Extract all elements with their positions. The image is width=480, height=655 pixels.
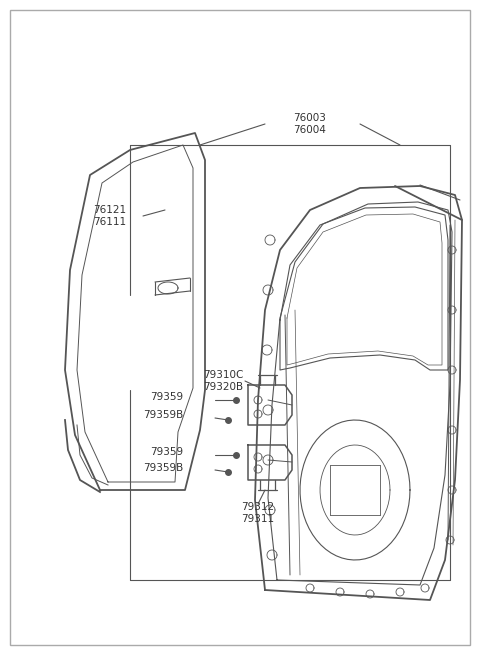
Text: 79359B: 79359B [143,463,183,473]
Text: 79320B: 79320B [203,382,243,392]
Text: 79310C: 79310C [203,370,243,380]
Text: 79359: 79359 [150,447,183,457]
Text: 76004: 76004 [294,125,326,135]
Text: 79359: 79359 [150,392,183,402]
Text: 79312: 79312 [241,502,275,512]
Text: 76111: 76111 [94,217,127,227]
Text: 79311: 79311 [241,514,275,524]
Text: 79359B: 79359B [143,410,183,420]
Text: 76121: 76121 [94,205,127,215]
Text: 76003: 76003 [294,113,326,123]
